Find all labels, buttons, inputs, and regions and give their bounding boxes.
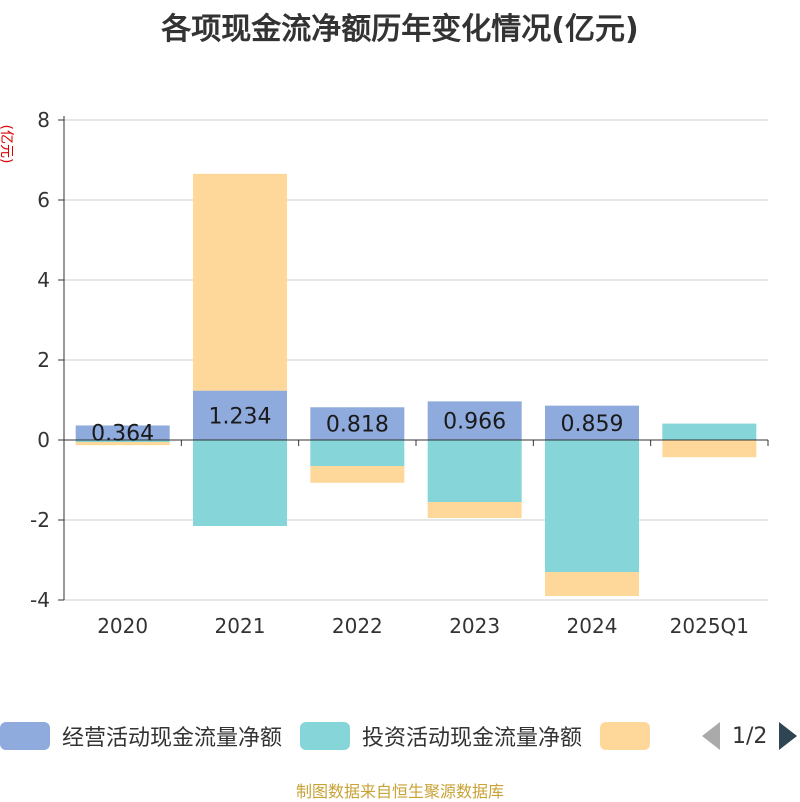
legend-label-investing: 投资活动现金流量净额 <box>362 726 583 751</box>
y-tick-label: 8 <box>37 108 50 132</box>
bar-2020-series-1 <box>75 440 170 442</box>
bar-2025Q1-series-1 <box>662 423 757 440</box>
legend-pager: 1/2 <box>702 716 798 756</box>
bar-2021-series-1 <box>193 440 287 526</box>
y-tick-label: -4 <box>30 588 50 612</box>
y-tick-label: 6 <box>37 188 50 212</box>
y-tick-label: 2 <box>37 348 50 372</box>
y-tick-label: 0 <box>37 428 50 452</box>
legend-label-operating: 经营活动现金流量净额 <box>62 726 283 751</box>
bar-2024-series-2 <box>545 572 639 596</box>
bar-2021-series-0 <box>193 390 287 440</box>
y-tick-label: 4 <box>37 268 50 292</box>
data-label: 0.364 <box>91 422 154 447</box>
bar-2021-series-2 <box>193 173 287 391</box>
data-label: 0.859 <box>561 412 624 437</box>
data-label: 0.966 <box>443 410 506 435</box>
bar-2022-series-2 <box>310 466 405 483</box>
chart-plot: 8 6 4 2 0 -2 -4 (亿元) 0.364 1.234 0.818 0.966 0.859 20… <box>0 108 769 638</box>
y-tick-label: -2 <box>30 508 50 532</box>
bar-2023-series-0 <box>427 401 522 440</box>
bar-2025Q1-series-2 <box>662 440 757 458</box>
bars <box>75 173 757 596</box>
bar-2022-series-1 <box>310 440 405 466</box>
bar-2023-series-1 <box>427 440 522 502</box>
x-tick-label: 2024 <box>567 614 618 638</box>
legend-next-page-icon[interactable] <box>779 722 798 750</box>
y-axis-unit-label: (亿元) <box>0 125 14 164</box>
legend-swatch-investing <box>300 722 351 750</box>
legend-item-operating[interactable]: 经营活动现金流量净额 <box>0 720 282 752</box>
chart-title: 各项现金流净额历年变化情况(亿元) <box>161 12 639 47</box>
axes <box>58 116 769 601</box>
legend-page-indicator: 1/2 <box>732 723 768 749</box>
x-tick-label: 2022 <box>332 614 383 638</box>
x-tick-label: 2023 <box>449 614 500 638</box>
grid-lines <box>64 119 768 601</box>
source-note: 制图数据来自恒生聚源数据库 <box>295 782 504 801</box>
legend-swatch-financing <box>600 722 651 750</box>
legend: 经营活动现金流量净额 投资活动现金流量净额 1/2 <box>0 716 800 756</box>
x-tick-label: 2025Q1 <box>670 614 749 638</box>
legend-prev-page-icon[interactable] <box>702 722 720 750</box>
legend-swatch-operating <box>0 722 50 750</box>
legend-item-investing[interactable]: 投资活动现金流量净额 <box>300 720 582 752</box>
bar-2022-series-0 <box>310 407 405 440</box>
bar-2020-series-0 <box>75 425 170 440</box>
legend-item-financing[interactable] <box>600 722 662 750</box>
data-label: 0.818 <box>326 413 389 438</box>
labels: 8 6 4 2 0 -2 -4 (亿元) 0.364 1.234 0.818 0.966 0.859 20… <box>0 108 749 638</box>
data-label: 1.234 <box>209 404 272 429</box>
bar-2023-series-2 <box>427 502 522 518</box>
x-tick-label: 2021 <box>215 614 266 638</box>
bar-2024-series-1 <box>545 440 639 572</box>
bar-2024-series-0 <box>545 405 639 440</box>
x-tick-label: 2020 <box>97 614 148 638</box>
bar-2020-series-2 <box>75 442 170 446</box>
